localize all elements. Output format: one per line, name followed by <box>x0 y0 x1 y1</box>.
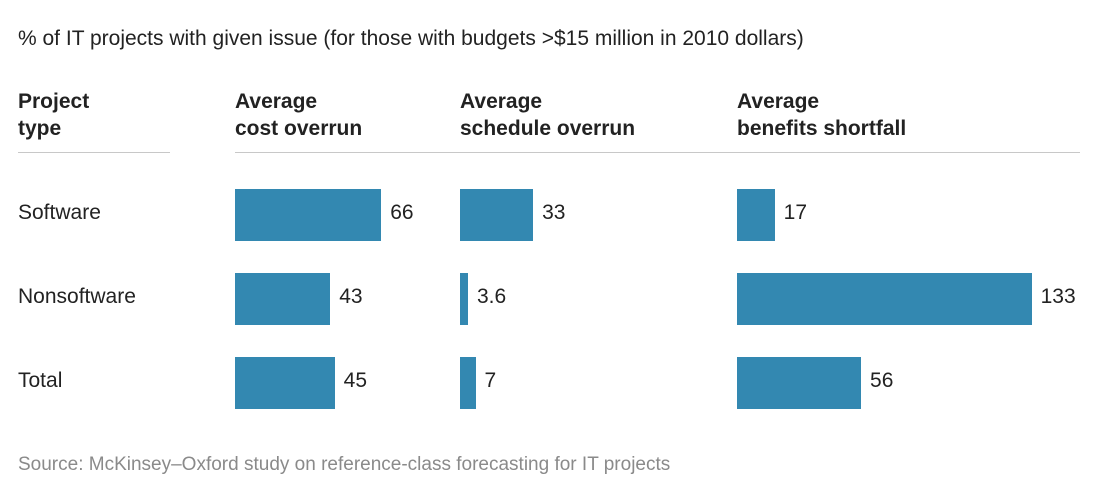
column-header-cost: Average cost overrun <box>235 88 362 142</box>
chart-title: % of IT projects with given issue (for t… <box>18 27 804 50</box>
row-label-total: Total <box>18 369 63 392</box>
value-label-cost-nonsoftware: 43 <box>339 285 363 308</box>
row-label-nonsoftware: Nonsoftware <box>18 285 136 308</box>
bar-cost-nonsoftware <box>235 273 331 325</box>
bar-benefits-software <box>737 189 775 241</box>
row-header-line-2: type <box>18 117 62 140</box>
value-label-schedule-software: 33 <box>542 201 566 224</box>
column-header-benefits-line-2: benefits shortfall <box>737 117 907 140</box>
value-label-benefits-total: 56 <box>870 369 894 392</box>
bar-cost-total <box>235 357 335 409</box>
column-header-benefits: Average benefits shortfall <box>737 88 906 142</box>
value-label-benefits-software: 17 <box>783 201 807 224</box>
value-label-benefits-nonsoftware: 133 <box>1040 285 1076 308</box>
column-header-cost-line-1: Average <box>235 90 318 113</box>
value-label-cost-total: 45 <box>343 369 368 392</box>
row-label-software: Software <box>18 201 101 224</box>
column-header-schedule: Average schedule overrun <box>460 88 635 142</box>
source-note: Source: McKinsey–Oxford study on referen… <box>18 454 671 475</box>
row-header-line-1: Project <box>18 90 90 113</box>
bar-schedule-software <box>460 189 534 241</box>
column-header-benefits-line-1: Average <box>737 90 820 113</box>
row-header: Project type <box>18 88 89 142</box>
bar-benefits-total <box>737 357 862 409</box>
bar-benefits-nonsoftware <box>737 273 1032 325</box>
column-header-rule <box>235 152 1080 153</box>
value-label-cost-software: 66 <box>390 201 414 224</box>
column-header-schedule-line-2: schedule overrun <box>460 117 636 140</box>
value-label-schedule-nonsoftware: 3.6 <box>477 285 507 308</box>
bar-schedule-total <box>460 357 476 409</box>
column-header-cost-line-2: cost overrun <box>235 117 363 140</box>
column-header-schedule-line-1: Average <box>460 90 543 113</box>
bar-cost-software <box>235 189 382 241</box>
value-label-schedule-total: 7 <box>484 369 497 392</box>
bar-schedule-nonsoftware <box>460 273 468 325</box>
row-header-rule <box>18 152 170 153</box>
